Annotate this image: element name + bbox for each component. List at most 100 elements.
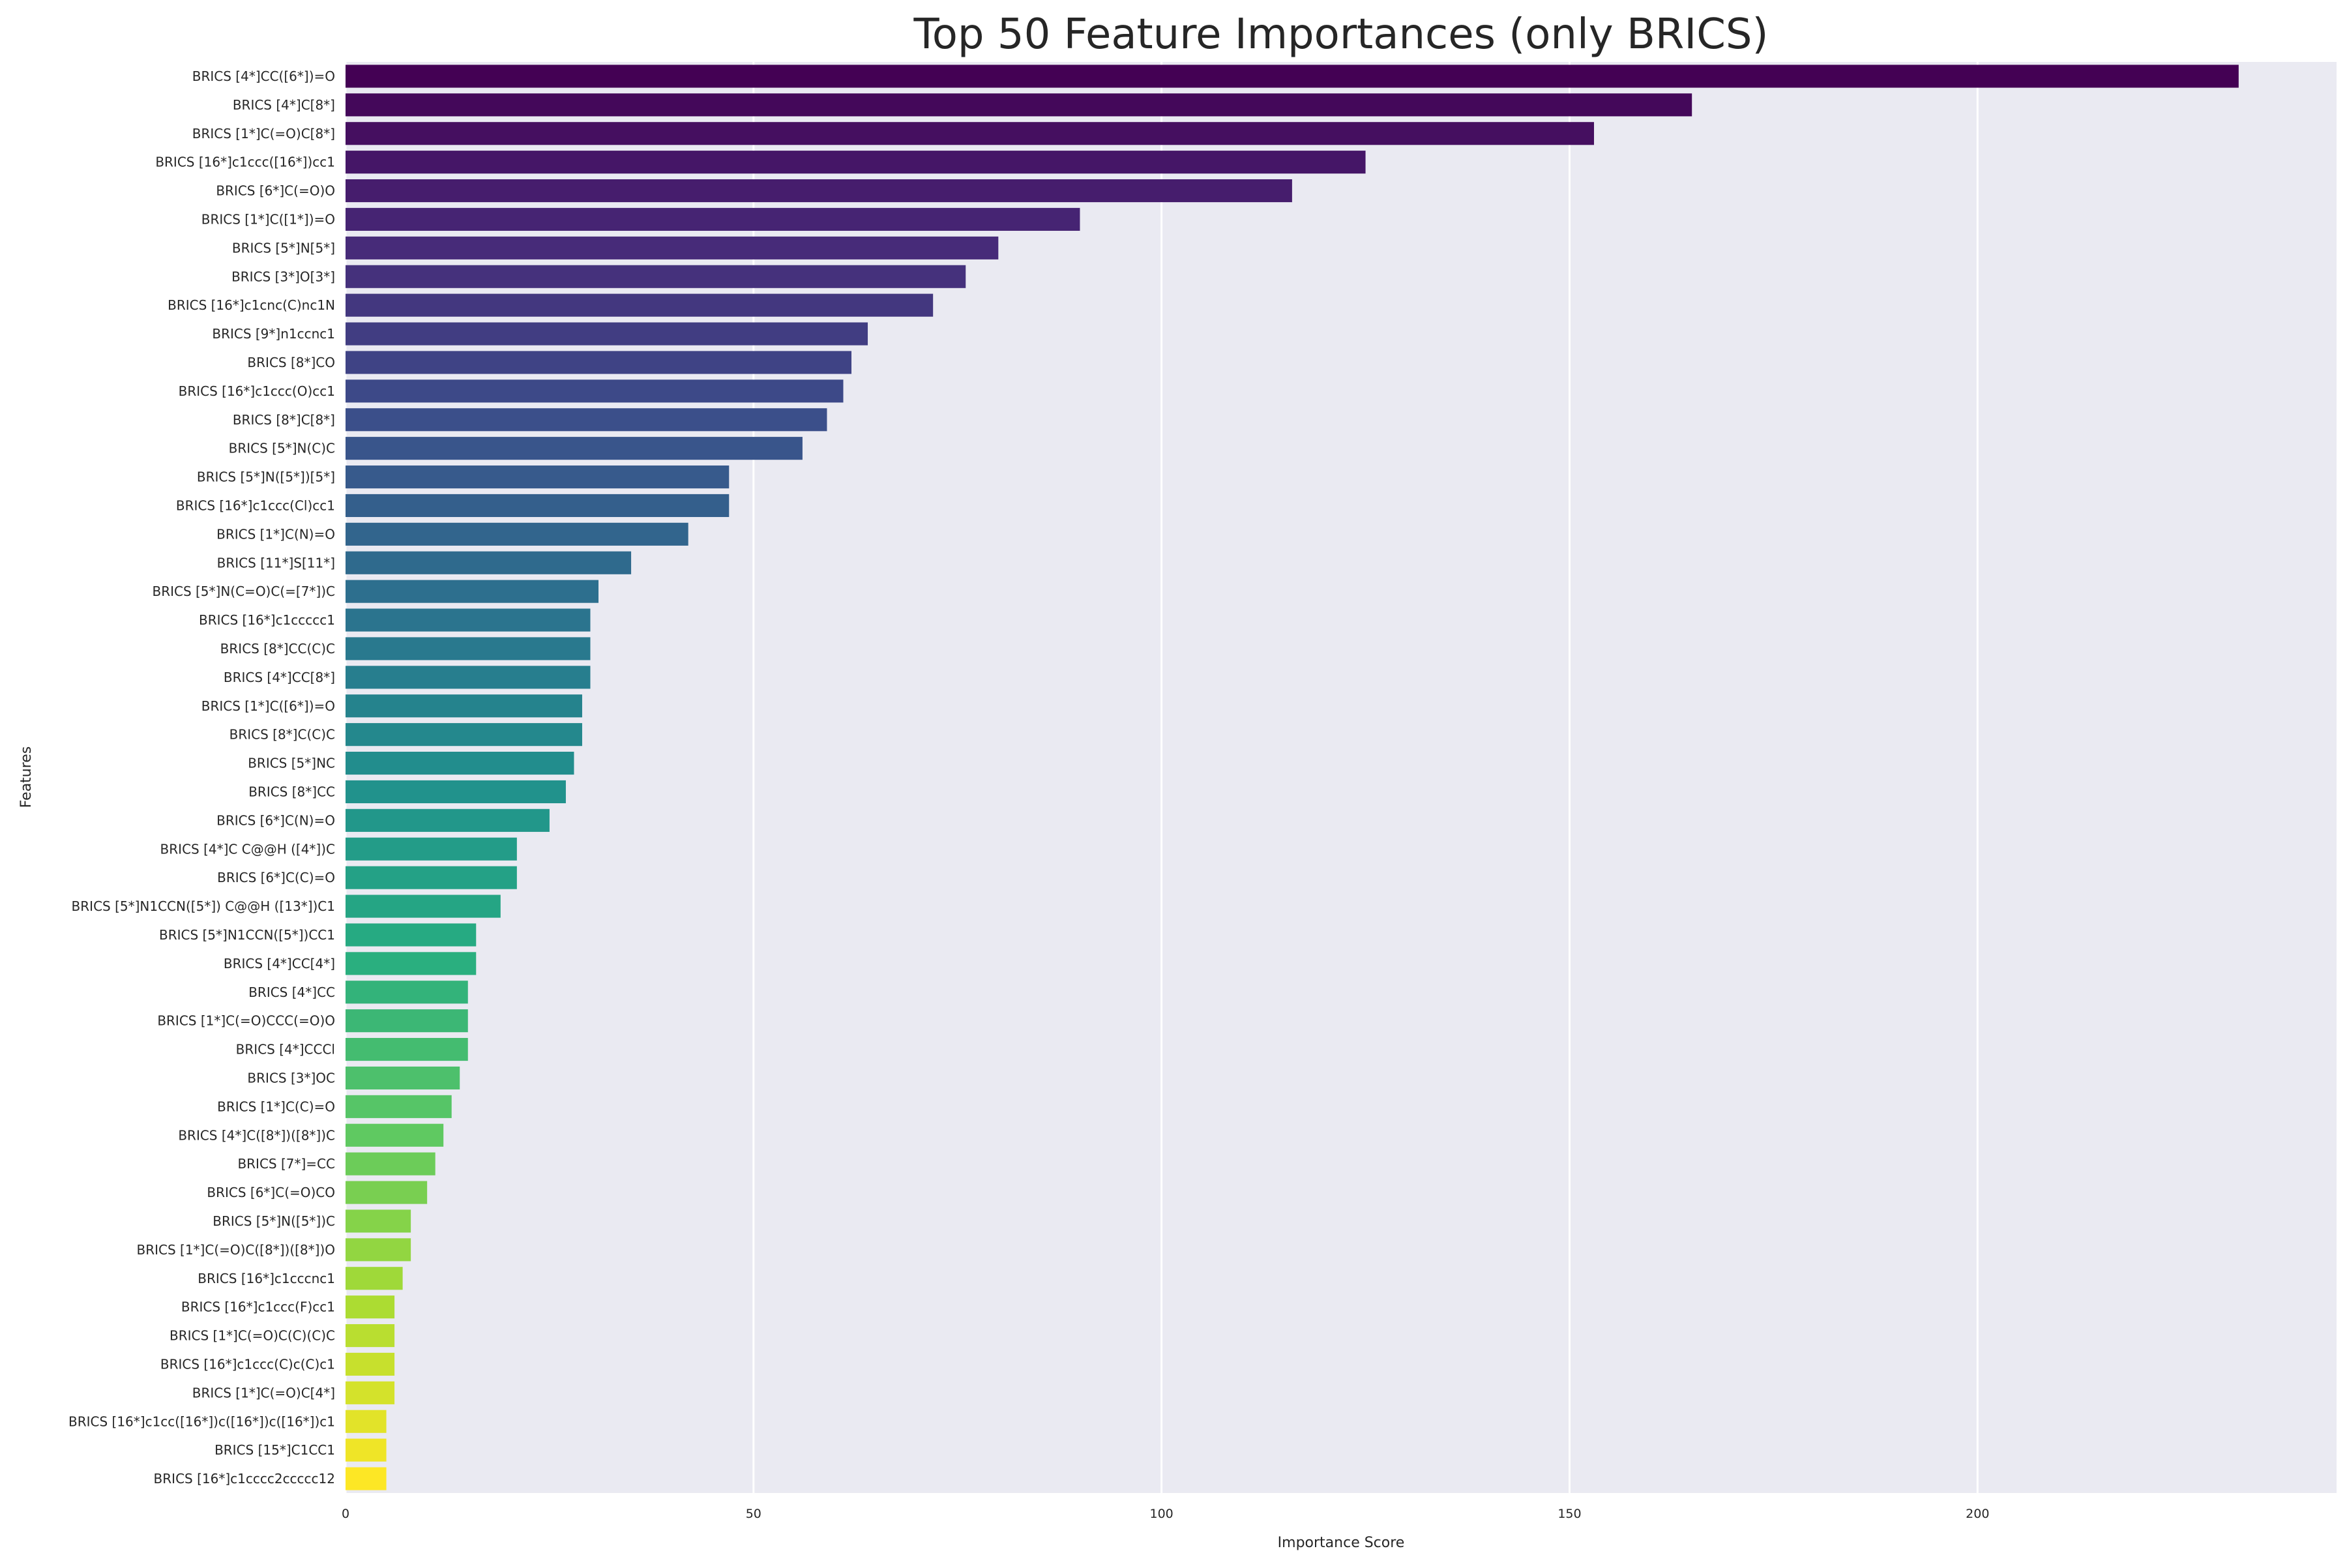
bar xyxy=(346,608,591,632)
category-label: BRICS [8*]CO xyxy=(247,355,335,370)
bar xyxy=(346,637,591,660)
bar xyxy=(346,780,566,804)
category-label: BRICS [16*]c1cnc(C)nc1N xyxy=(168,297,335,313)
bar xyxy=(346,207,1080,231)
category-label: BRICS [1*]C(C)=O xyxy=(217,1099,335,1114)
category-label: BRICS [16*]c1ccc(O)cc1 xyxy=(179,383,335,399)
category-label: BRICS [11*]S[11*] xyxy=(217,555,335,570)
bar xyxy=(346,751,574,775)
category-label: BRICS [16*]c1cccc2ccccc12 xyxy=(154,1471,335,1487)
bar xyxy=(346,1467,387,1490)
category-label: BRICS [5*]N([5*])C xyxy=(213,1213,335,1229)
category-label: BRICS [8*]C(C)C xyxy=(229,727,335,743)
category-label: BRICS [6*]C(=O)CO xyxy=(207,1185,335,1200)
category-label: BRICS [5*]N[5*] xyxy=(232,240,335,256)
bar xyxy=(346,981,468,1004)
bar xyxy=(346,236,999,259)
category-label: BRICS [16*]c1cccnc1 xyxy=(198,1271,335,1286)
category-label: BRICS [4*]CC([6*])=O xyxy=(192,68,335,84)
bar xyxy=(346,1381,395,1404)
category-label: BRICS [1*]C(N)=O xyxy=(216,526,335,542)
bar xyxy=(346,1410,387,1433)
category-label: BRICS [15*]C1CC1 xyxy=(214,1442,335,1458)
bar xyxy=(346,179,1292,203)
category-label: BRICS [5*]N1CCN([5*])CC1 xyxy=(159,927,335,943)
category-label: BRICS [16*]c1ccc(F)cc1 xyxy=(181,1299,335,1315)
category-label: BRICS [7*]=CC xyxy=(237,1156,335,1172)
bar xyxy=(346,437,803,460)
bar xyxy=(346,666,591,689)
category-label: BRICS [16*]c1ccc(C)c(C)c1 xyxy=(160,1356,335,1372)
category-label: BRICS [1*]C(=O)C[4*] xyxy=(192,1385,335,1400)
bar xyxy=(346,1324,395,1348)
bar xyxy=(346,1095,452,1118)
x-axis-label: Importance Score xyxy=(1278,1535,1405,1551)
category-label: BRICS [4*]CC xyxy=(248,984,335,1000)
category-label: BRICS [16*]c1ccc(Cl)cc1 xyxy=(176,497,335,513)
bar xyxy=(346,1009,468,1033)
y-axis-label: Features xyxy=(18,747,35,808)
bar xyxy=(346,265,966,288)
bar xyxy=(346,1123,444,1147)
bar xyxy=(346,65,2239,88)
x-tick-label: 200 xyxy=(1966,1507,1989,1521)
category-label: BRICS [16*]c1cc([16*])c([16*])c([16*])c1 xyxy=(68,1413,335,1429)
category-label: BRICS [1*]C(=O)CCC(=O)O xyxy=(157,1013,335,1029)
bar xyxy=(346,895,501,918)
bar xyxy=(346,1438,387,1462)
category-label: BRICS [5*]N([5*])[5*] xyxy=(197,469,335,485)
bar xyxy=(346,1267,403,1290)
category-label: BRICS [4*]CC[8*] xyxy=(224,670,335,685)
bar xyxy=(346,293,934,317)
category-label: BRICS [3*]O[3*] xyxy=(231,269,335,284)
bar xyxy=(346,322,868,346)
category-label: BRICS [1*]C(=O)C[8*] xyxy=(192,126,335,141)
bar xyxy=(346,1181,428,1204)
bar xyxy=(346,1066,460,1090)
bar xyxy=(346,1238,411,1262)
category-label: BRICS [4*]C C@@H ([4*])C xyxy=(160,841,335,857)
category-label: BRICS [8*]CC(C)C xyxy=(220,641,335,657)
bar xyxy=(346,494,730,518)
bar xyxy=(346,551,632,574)
x-tick-label: 50 xyxy=(746,1507,761,1521)
category-label: BRICS [8*]CC xyxy=(248,784,335,799)
x-tick-label: 0 xyxy=(342,1507,349,1521)
bar xyxy=(346,408,827,432)
category-label: BRICS [5*]N(C=O)C(=[7*])C xyxy=(152,584,335,599)
category-label: BRICS [1*]C([1*])=O xyxy=(201,211,335,227)
bar xyxy=(346,866,517,889)
x-tick-label: 100 xyxy=(1150,1507,1174,1521)
category-label: BRICS [4*]C([8*])([8*])C xyxy=(178,1127,335,1143)
category-label: BRICS [3*]OC xyxy=(247,1070,335,1086)
category-label: BRICS [4*]C[8*] xyxy=(233,97,335,113)
chart-title: Top 50 Feature Importances (only BRICS) xyxy=(913,10,1769,59)
bar xyxy=(346,465,730,489)
category-label: BRICS [6*]C(=O)O xyxy=(216,183,335,199)
bar xyxy=(346,1152,435,1176)
category-label: BRICS [1*]C([6*])=O xyxy=(201,698,335,714)
bar xyxy=(346,580,599,603)
category-label: BRICS [16*]c1ccc([16*])cc1 xyxy=(155,155,335,170)
category-label: BRICS [5*]N(C)C xyxy=(229,441,335,456)
bar xyxy=(346,351,852,374)
bar xyxy=(346,694,582,718)
bar xyxy=(346,522,688,546)
bar xyxy=(346,808,550,832)
category-label: BRICS [1*]C(=O)C(C)(C)C xyxy=(170,1328,335,1344)
bar xyxy=(346,1295,395,1319)
bar xyxy=(346,379,844,403)
x-tick-labels: 0 50 100 150 200 xyxy=(342,1507,1989,1521)
bar xyxy=(346,923,477,947)
bar xyxy=(346,837,517,861)
bar xyxy=(346,122,1595,145)
bar xyxy=(346,151,1366,174)
bar xyxy=(346,1352,395,1376)
category-label: BRICS [8*]C[8*] xyxy=(233,412,335,428)
bar xyxy=(346,952,477,975)
category-label: BRICS [16*]c1ccccc1 xyxy=(199,612,335,628)
category-label: BRICS [5*]NC xyxy=(248,756,335,771)
category-label: BRICS [6*]C(N)=O xyxy=(216,812,335,828)
